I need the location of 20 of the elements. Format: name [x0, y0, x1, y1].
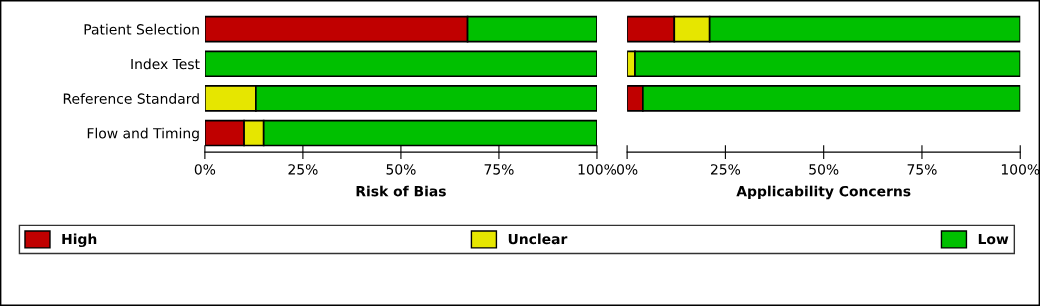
x-tick-label: 100% [1001, 164, 1040, 175]
x-tick-label: 50% [809, 164, 839, 175]
legend-label: High [62, 233, 97, 248]
bar [204, 50, 597, 78]
x-tick-label: 25% [288, 164, 318, 175]
x-tick-label: 0% [617, 164, 638, 175]
x-axis-title: Applicability Concerns [736, 185, 911, 200]
legend-label: Unclear [508, 233, 568, 245]
x-tick-label: 75% [907, 164, 937, 175]
y-tick-label: Patient Selection [84, 23, 199, 35]
y-tick-label: Index Test [131, 58, 200, 70]
y-tick-label: Flow and Timing [87, 127, 199, 142]
x-tick-label: 25% [710, 164, 741, 175]
x-tick-label: 50% [386, 164, 416, 175]
legend-label: Low [978, 233, 1009, 245]
x-tick-label: 0% [194, 164, 216, 175]
x-axis-title: Risk of Bias [356, 185, 446, 197]
x-tick-label: 100% [578, 164, 617, 175]
x-tick-label: 75% [484, 164, 514, 175]
y-tick-label: Reference Standard [63, 93, 199, 104]
